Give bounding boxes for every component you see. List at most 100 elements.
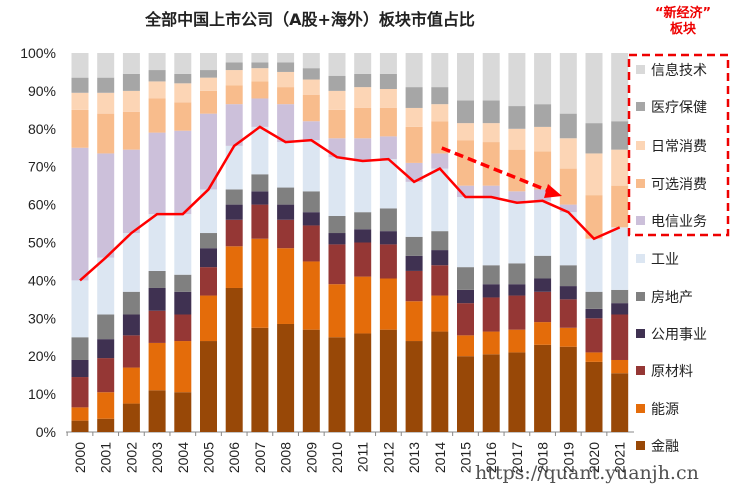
legend-swatch [636, 102, 645, 111]
y-tick-label: 50% [28, 235, 56, 251]
bar-segment-信息技术 [174, 53, 192, 74]
bar-segment-能源 [559, 327, 577, 347]
bar-segment-日常消费 [200, 77, 217, 91]
bar-segment-公用事业 [508, 284, 526, 296]
bar-segment-工业 [71, 280, 89, 338]
x-tick-label: 2005 [201, 442, 217, 473]
bar-segment-能源 [405, 301, 423, 342]
bar-segment-医疗保健 [534, 104, 552, 127]
bar-segment-信息技术 [122, 53, 140, 74]
bar-segment-工业 [585, 238, 603, 292]
bar-segment-可选消费 [508, 149, 526, 192]
bar-segment-医疗保健 [97, 77, 115, 93]
bar-segment-原材料 [559, 299, 577, 328]
bar-segment-公用事业 [97, 339, 115, 359]
x-tick-label: 2012 [380, 442, 396, 473]
bar-segment-公用事业 [354, 229, 372, 243]
bar-segment-日常消费 [122, 90, 140, 112]
bar-segment-信息技术 [457, 53, 474, 101]
bar-segment-能源 [122, 367, 140, 404]
bar-segment-金融 [585, 361, 603, 432]
bar-segment-工业 [354, 161, 372, 213]
bar-segment-金融 [431, 331, 449, 432]
bar-segment-房地产 [277, 187, 295, 205]
bar-segment-金融 [174, 392, 192, 432]
bar-segment-原材料 [251, 204, 269, 239]
bar-segment-可选消费 [482, 142, 500, 186]
bar-segment-可选消费 [71, 109, 89, 148]
traditional-sectors-line [79, 125, 621, 282]
bar-segment-公用事业 [559, 286, 577, 300]
new-economy-label-line1: “新经济” [654, 6, 712, 21]
bar-segment-工业 [97, 257, 115, 315]
x-tick-label: 2014 [432, 442, 448, 473]
bar-segment-工业 [457, 197, 474, 268]
legend-swatch [636, 65, 645, 74]
legend-swatch [636, 254, 645, 263]
y-tick-label: 60% [28, 197, 56, 213]
bar-segment-公用事业 [277, 204, 295, 220]
bar-segment-能源 [148, 342, 166, 391]
bar-segment-信息技术 [302, 53, 320, 69]
y-tick-label: 20% [28, 348, 56, 364]
bar-segment-能源 [611, 359, 629, 374]
bar-segment-医疗保健 [225, 62, 243, 71]
bar-segment-电信业务 [251, 98, 269, 127]
bar-segment-日常消费 [148, 81, 166, 99]
bar-segment-公用事业 [611, 303, 629, 315]
bar-segment-原材料 [482, 297, 500, 332]
bar-segment-金融 [508, 352, 526, 432]
chart-title: 全部中国上市公司（A股+海外）板块市值占比 [145, 10, 475, 29]
x-tick-label: 2013 [406, 442, 422, 473]
bar-segment-日常消费 [277, 71, 295, 88]
bar-segment-电信业务 [122, 149, 140, 234]
bar-segment-信息技术 [405, 53, 423, 88]
bar-segment-可选消费 [457, 140, 474, 186]
bar-segment-工业 [148, 214, 166, 271]
legend-swatch [636, 141, 645, 150]
legend-label: 房地产 [651, 290, 693, 306]
bar-segment-金融 [200, 341, 217, 432]
bar-segment-原材料 [379, 244, 397, 279]
bar-segment-原材料 [534, 291, 552, 323]
bar-segment-工业 [431, 168, 449, 232]
bar-segment-原材料 [405, 270, 423, 302]
bar-segment-能源 [251, 238, 269, 328]
new-economy-label-line2: 板块 [669, 22, 696, 37]
bar-segment-电信业务 [354, 138, 372, 162]
bar-segment-原材料 [431, 265, 449, 296]
bar-segment-电信业务 [148, 132, 166, 215]
bar-segment-房地产 [611, 289, 629, 304]
bar-segment-电信业务 [97, 153, 115, 258]
arrow-head-icon [544, 184, 562, 198]
bar-segment-房地产 [148, 270, 166, 288]
bar-segment-公用事业 [71, 359, 89, 378]
legend-label: 原材料 [651, 364, 693, 380]
bar-segment-金融 [328, 337, 346, 432]
y-tick-label: 70% [28, 159, 56, 175]
bar-segment-日常消费 [302, 79, 320, 95]
bar-segment-原材料 [508, 295, 526, 330]
legend-label: 可选消费 [651, 177, 707, 193]
bar-segment-原材料 [611, 314, 629, 360]
bar-segment-房地产 [585, 291, 603, 309]
x-tick-label: 2009 [303, 442, 319, 473]
bar-segment-可选消费 [122, 111, 140, 150]
bar-segment-工业 [200, 189, 217, 234]
bar-segment-电信业务 [225, 104, 243, 146]
bar-segment-医疗保健 [122, 73, 140, 91]
bar-segment-能源 [277, 248, 295, 324]
bar-segment-工业 [277, 142, 295, 188]
bar-segment-可选消费 [174, 102, 192, 131]
bar-segment-房地产 [251, 174, 269, 192]
bar-segment-能源 [174, 341, 192, 393]
bar-segment-房地产 [225, 189, 243, 205]
bar-segment-金融 [225, 287, 243, 432]
bar-segment-能源 [379, 278, 397, 330]
bar-segment-信息技术 [71, 53, 89, 78]
bar-segment-房地产 [302, 191, 320, 213]
bar-segment-工业 [534, 200, 552, 256]
bar-segment-金融 [122, 403, 140, 432]
bar-segment-可选消费 [379, 107, 397, 137]
bar-segment-能源 [354, 276, 372, 334]
